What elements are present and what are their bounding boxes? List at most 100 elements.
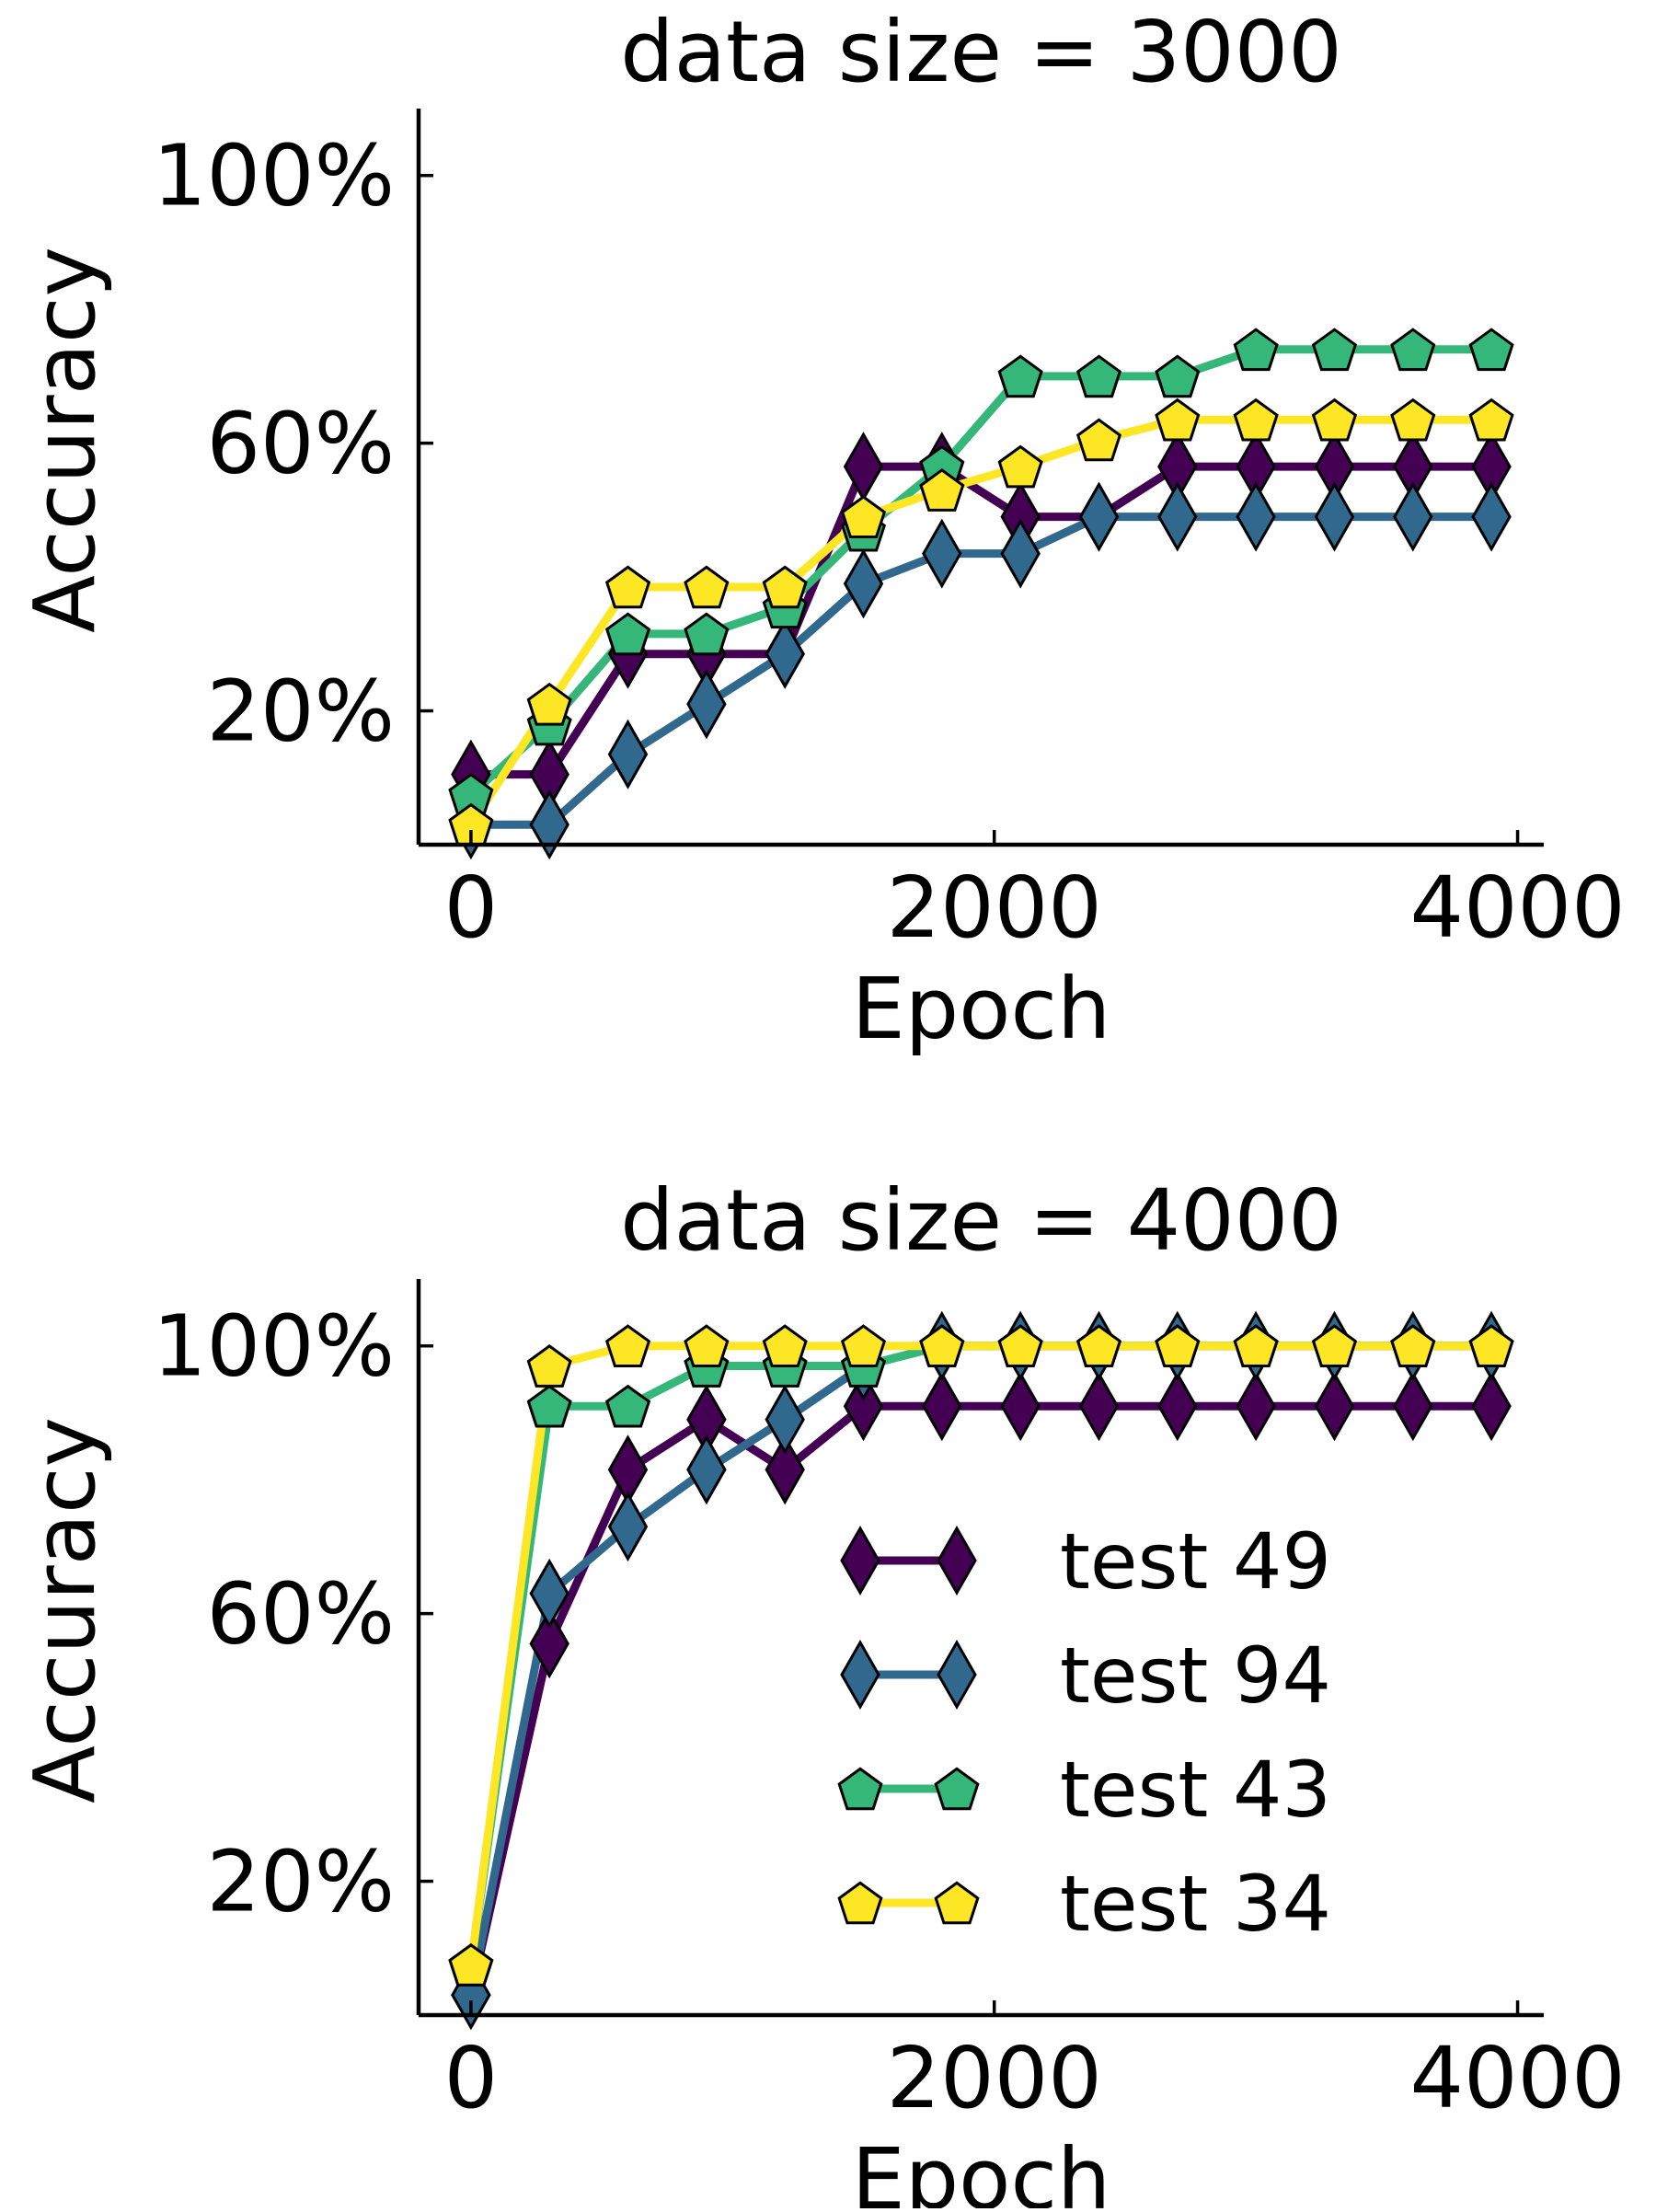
- data-point: [448, 1943, 494, 1987]
- data-point: [604, 565, 651, 609]
- data-point: [919, 1324, 965, 1367]
- legend-marker: [937, 1639, 977, 1711]
- data-point: [1233, 1324, 1279, 1367]
- data-point: [684, 612, 730, 656]
- x-tick-label: 4000: [1409, 2029, 1625, 2127]
- data-point: [1311, 397, 1358, 442]
- data-point: [684, 1324, 730, 1367]
- legend-marker: [934, 1767, 980, 1811]
- data-point: [1000, 1371, 1041, 1442]
- data-point: [1157, 1371, 1198, 1442]
- data-point: [1390, 1324, 1436, 1367]
- data-point: [1468, 328, 1514, 372]
- legend-marker: [840, 1639, 880, 1711]
- legend-marker: [840, 1525, 880, 1596]
- chart-panel-1: data size = 3000 0 2000 4000 20% 60% 100% Epoch…: [16, 3, 1626, 1058]
- y-tick-label: 100%: [153, 1297, 395, 1396]
- y-tick-label: 60%: [207, 395, 395, 493]
- data-point: [607, 1492, 649, 1562]
- chart-panel-2: data size = 4000 0 2000 4000 20% 60% 100% Epoch…: [16, 1171, 1626, 2212]
- data-point: [604, 1324, 651, 1367]
- x-axis-label: Epoch: [852, 2130, 1111, 2208]
- data-point: [1000, 518, 1041, 589]
- data-point: [997, 1324, 1043, 1367]
- data-point: [607, 719, 649, 789]
- data-point: [1468, 397, 1514, 442]
- data-point: [1314, 1371, 1355, 1442]
- data-point: [526, 1344, 572, 1388]
- legend-marker: [837, 1881, 883, 1925]
- chart-title: data size = 3000: [620, 3, 1342, 101]
- data-point: [762, 1324, 808, 1367]
- data-point: [1075, 418, 1122, 462]
- series-markers-test-34: [448, 1324, 1514, 1987]
- data-point: [1078, 481, 1120, 552]
- data-point: [765, 1384, 805, 1455]
- data-point: [529, 1558, 569, 1629]
- legend-marker: [837, 1767, 883, 1811]
- data-point: [686, 1434, 727, 1505]
- data-point: [604, 612, 651, 656]
- x-axis-label: Epoch: [852, 960, 1111, 1058]
- y-axis-label: Accuracy: [16, 247, 114, 633]
- data-point: [919, 468, 965, 512]
- legend-item: test 34: [837, 1859, 1331, 1949]
- data-point: [843, 548, 884, 619]
- data-point: [765, 1434, 805, 1505]
- data-point: [843, 1371, 884, 1442]
- data-point: [1393, 481, 1433, 552]
- data-point: [1155, 397, 1201, 442]
- data-point: [765, 618, 805, 689]
- data-point: [1314, 481, 1355, 552]
- series-markers-test-34: [448, 397, 1514, 847]
- data-point: [1471, 1371, 1512, 1442]
- y-tick-label: 60%: [207, 1565, 395, 1664]
- x-tick-label: 4000: [1409, 858, 1625, 957]
- x-tick-label: 2000: [887, 2029, 1102, 2127]
- data-point: [529, 789, 569, 860]
- data-point: [1075, 1324, 1122, 1367]
- data-point: [1468, 1324, 1514, 1367]
- data-point: [686, 669, 727, 740]
- data-point: [529, 1608, 569, 1679]
- data-point: [1471, 481, 1512, 552]
- data-point: [1155, 1324, 1201, 1367]
- chart-title: data size = 4000: [620, 1171, 1342, 1270]
- data-point: [1233, 328, 1279, 372]
- legend-label: test 49: [1060, 1516, 1331, 1607]
- data-point: [1393, 1371, 1433, 1442]
- legend-label: test 43: [1060, 1745, 1331, 1835]
- data-point: [1236, 481, 1276, 552]
- legend: test 49 test 94 test 43 test 34: [837, 1516, 1331, 1949]
- data-point: [526, 1384, 572, 1428]
- x-tick-label: 2000: [887, 858, 1102, 957]
- y-tick-label: 20%: [207, 662, 395, 761]
- data-point: [1075, 354, 1122, 398]
- x-tick-label: 0: [444, 2029, 499, 2127]
- data-point: [1233, 397, 1279, 442]
- data-point: [997, 354, 1043, 398]
- data-point: [1155, 354, 1201, 398]
- series-markers-test-43: [448, 328, 1514, 816]
- data-point: [684, 565, 730, 609]
- data-point: [1078, 1371, 1120, 1442]
- data-point: [840, 1324, 887, 1367]
- legend-label: test 94: [1060, 1630, 1331, 1721]
- data-point: [762, 565, 808, 609]
- y-tick-label: 100%: [153, 127, 395, 225]
- data-point: [840, 495, 887, 538]
- data-point: [1311, 1324, 1358, 1367]
- data-point: [1311, 328, 1358, 372]
- legend-marker: [934, 1881, 980, 1925]
- data-point: [922, 1371, 962, 1442]
- data-point: [1157, 481, 1198, 552]
- data-point: [922, 518, 962, 589]
- data-point: [997, 444, 1043, 489]
- data-point: [604, 1384, 651, 1428]
- data-point: [526, 682, 572, 726]
- data-point: [1390, 328, 1436, 372]
- legend-item: test 43: [837, 1745, 1331, 1835]
